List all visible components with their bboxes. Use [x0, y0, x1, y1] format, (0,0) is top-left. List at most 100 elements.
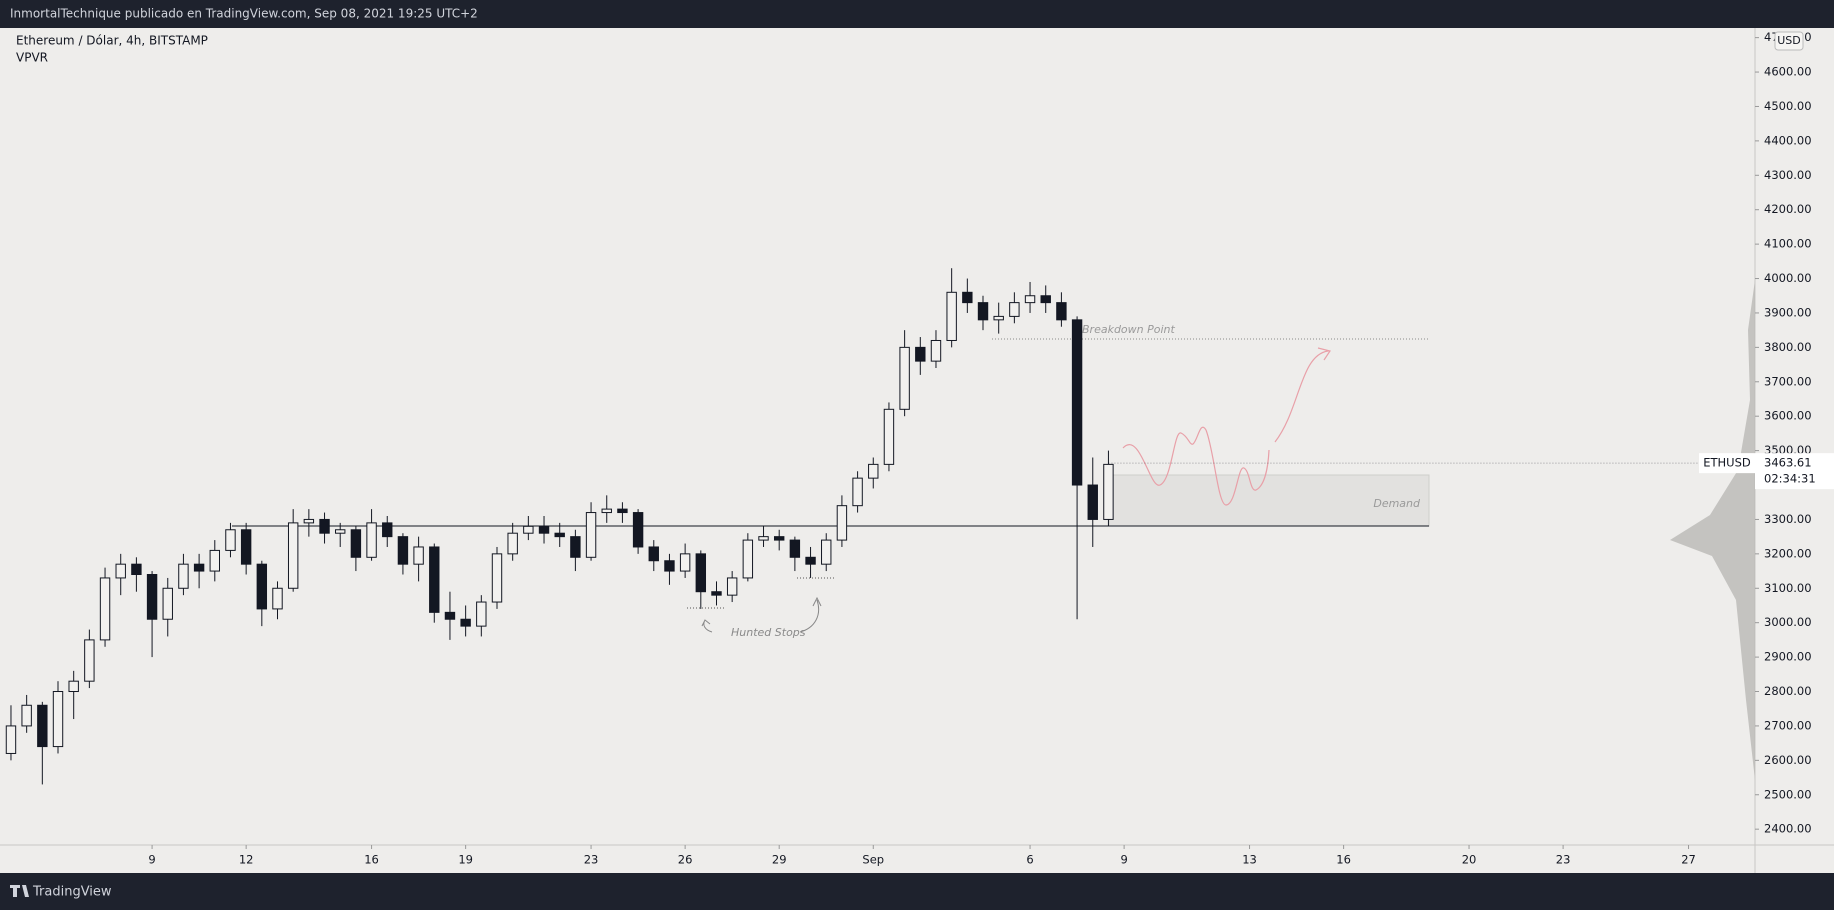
currency-label[interactable]: USD [1777, 34, 1801, 47]
candle-body [99, 577, 111, 641]
candle-body [1056, 302, 1067, 321]
candle-body [240, 529, 252, 565]
x-tick-label: 16 [1336, 853, 1351, 867]
header-text: InmortalTechnique publicado en TradingVi… [10, 7, 478, 21]
candle-body [915, 346, 926, 362]
candle-body [382, 522, 393, 538]
candle-body [883, 408, 895, 465]
candle-body [789, 539, 801, 558]
candle-body [146, 574, 158, 620]
countdown-label: 02:34:31 [1764, 472, 1816, 486]
candle-body [209, 549, 220, 572]
y-tick-label: 3600.00 [1764, 409, 1812, 423]
y-tick-label: 4000.00 [1764, 271, 1812, 285]
candle-body [193, 563, 205, 572]
candle-body [679, 553, 691, 572]
x-tick-label: 20 [1462, 853, 1477, 867]
candle-body [695, 553, 707, 593]
footer-bar [0, 873, 1834, 910]
x-tick-label: 16 [364, 853, 379, 867]
candle-body [303, 518, 315, 524]
candle-body [868, 463, 879, 479]
axes: 2400.00 2500.00 2600.00 2700.00 2800.00 2900.… [148, 30, 1834, 867]
candle-body [993, 315, 1004, 321]
y-tick-label: 2800.00 [1764, 684, 1812, 698]
candle-body [726, 577, 738, 596]
candle-body [617, 508, 628, 514]
candle-body [742, 539, 754, 579]
indicator-label: VPVR [16, 51, 48, 65]
candle-body [977, 302, 989, 321]
candle-body [1009, 302, 1020, 317]
y-tick-label: 3900.00 [1764, 305, 1812, 319]
y-tick-label: 2400.00 [1764, 822, 1812, 836]
chart-title: Ethereum / Dólar, 4h, BITSTAMP [16, 34, 208, 48]
candle-body [413, 546, 424, 565]
candle-body [366, 522, 377, 558]
candle-body [852, 477, 863, 507]
y-tick-label: 4100.00 [1764, 237, 1812, 251]
candle-body [585, 512, 597, 558]
y-tick-label: 3100.00 [1764, 581, 1812, 595]
symbol-label: ETHUSD [1703, 456, 1751, 470]
y-tick-label: 4600.00 [1764, 65, 1812, 79]
candle-body [538, 525, 550, 534]
projection-path [1122, 347, 1331, 506]
x-tick-label: 9 [1120, 853, 1127, 867]
candle-body [1040, 295, 1051, 304]
candle-body [225, 529, 236, 551]
y-tick-label: 2700.00 [1764, 718, 1812, 732]
y-tick-label: 4300.00 [1764, 168, 1812, 182]
candle-body [272, 587, 283, 610]
y-tick-label: 2600.00 [1764, 753, 1812, 767]
candle-body [664, 560, 675, 572]
brand-logo [10, 885, 29, 897]
x-tick-label: 23 [1556, 853, 1571, 867]
y-tick-label: 4200.00 [1764, 202, 1812, 216]
candle-body [570, 536, 581, 558]
candle-body [287, 522, 299, 589]
candle-body [162, 587, 173, 620]
candle-body [84, 639, 95, 682]
candle-body [632, 512, 644, 548]
candle-body [319, 518, 330, 534]
y-tick-label: 4400.00 [1764, 133, 1812, 147]
candle-body [52, 691, 64, 748]
x-tick-label: 12 [239, 853, 254, 867]
price-box [1755, 453, 1834, 490]
candle-body [460, 618, 471, 627]
currency-button[interactable] [1774, 31, 1804, 51]
y-tick-label: 2900.00 [1764, 650, 1812, 664]
candle-body [554, 532, 565, 538]
candle-body [1024, 295, 1036, 304]
y-tick-label: 3800.00 [1764, 340, 1812, 354]
candle-body [37, 704, 48, 748]
price-label: 3463.61 [1764, 456, 1812, 470]
y-tick-label: 4500.00 [1764, 99, 1812, 113]
x-tick-label: 26 [678, 853, 693, 867]
candle-body [115, 563, 126, 579]
candle-body [256, 563, 268, 610]
symbol-box [1699, 453, 1755, 474]
stops-arrows [701, 596, 822, 633]
candle-body [601, 508, 612, 514]
candle-body [805, 556, 816, 565]
candle-body [444, 611, 456, 620]
candle-body [821, 539, 832, 565]
x-tick-label: 23 [584, 853, 599, 867]
x-tick-label: 29 [772, 853, 787, 867]
candle-body [429, 546, 440, 613]
candle-body [68, 680, 79, 693]
demand-label: Demand [1373, 497, 1421, 510]
candle-body [131, 563, 142, 576]
candle-body [899, 346, 910, 410]
x-tick-label: Sep [862, 853, 884, 867]
x-tick-label: 19 [458, 853, 473, 867]
candle-body [5, 725, 17, 754]
candle-body [491, 553, 503, 603]
candle-body [946, 291, 957, 341]
candle-body [1103, 463, 1114, 520]
candle-body [711, 591, 722, 596]
